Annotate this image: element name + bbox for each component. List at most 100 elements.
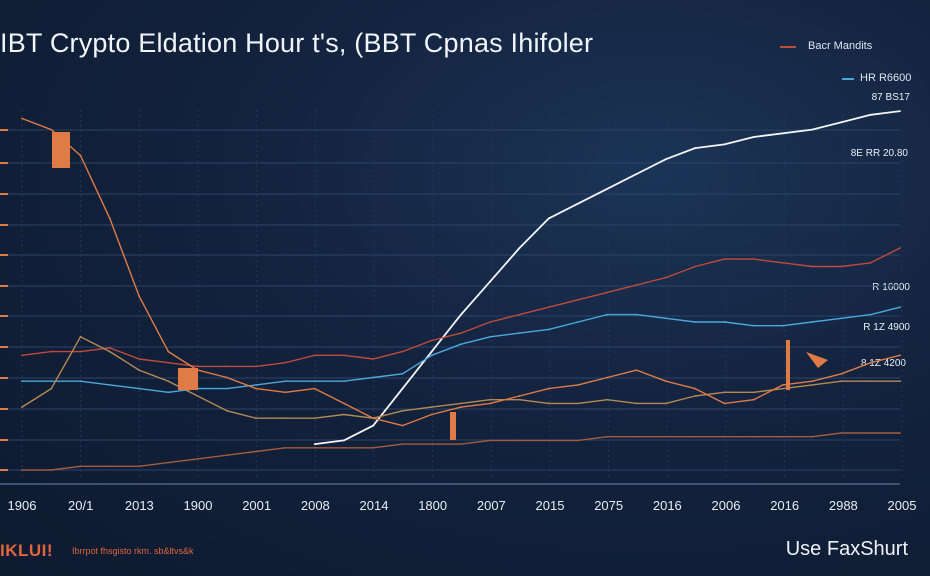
data-point-orange-19 — [577, 384, 579, 386]
data-point-tan-11 — [343, 413, 345, 416]
data-point-orange-5 — [167, 350, 170, 353]
data-point-baseline-13 — [401, 443, 404, 445]
series-line-orange — [21, 117, 901, 427]
data-point-orange-28 — [840, 372, 843, 375]
data-point-tan-3 — [108, 350, 111, 353]
data-point-baseline-26 — [782, 435, 784, 438]
data-point-blue-22 — [665, 317, 667, 320]
footer-brand: Use FaxShurt — [785, 538, 908, 560]
data-point-tan-10 — [313, 417, 316, 420]
data-point-tan-4 — [138, 369, 141, 371]
data-point-tan-19 — [577, 402, 579, 405]
data-point-blue-5 — [167, 391, 170, 394]
data-point-tan-25 — [752, 391, 755, 394]
data-point-baseline-18 — [547, 439, 550, 442]
data-point-red-4 — [138, 358, 141, 360]
data-point-tan-28 — [840, 380, 843, 383]
data-point-white-29 — [869, 113, 872, 116]
data-point-tan-16 — [489, 398, 492, 401]
x-tick-label-8: 2007 — [477, 498, 506, 513]
data-point-baseline-27 — [811, 435, 814, 438]
data-point-white-21 — [635, 173, 638, 175]
data-point-blue-30 — [899, 306, 901, 309]
data-point-tan-18 — [547, 402, 550, 405]
chart-title: IBT Crypto Eldation Hour t's, (BBT Cpnas… — [0, 28, 594, 58]
data-point-orange-7 — [226, 376, 228, 379]
right-value-label-2: 8E RR 20.80 — [850, 148, 908, 159]
data-point-red-30 — [899, 247, 901, 249]
data-point-red-13 — [401, 350, 404, 353]
data-point-red-29 — [869, 261, 872, 264]
data-point-blue-9 — [284, 380, 287, 383]
x-tick-label-12: 2006 — [712, 498, 741, 513]
x-tick-label-5: 2008 — [301, 498, 330, 513]
data-point-blue-3 — [108, 384, 111, 386]
data-point-baseline-16 — [489, 439, 492, 442]
data-point-white-18 — [547, 217, 550, 220]
data-point-white-25 — [752, 136, 755, 138]
data-point-white-30 — [899, 110, 901, 112]
data-point-orange-0 — [21, 117, 23, 120]
data-point-blue-29 — [869, 313, 872, 316]
legend-label-blue: HR R6600 — [860, 72, 912, 84]
data-point-orange-26 — [782, 384, 784, 386]
series-line-red — [21, 247, 901, 368]
data-point-tan-30 — [899, 380, 901, 383]
data-point-blue-8 — [255, 384, 257, 386]
data-point-white-22 — [665, 158, 667, 161]
data-point-orange-30 — [899, 354, 901, 357]
data-point-tan-20 — [606, 398, 609, 401]
data-point-tan-1 — [50, 387, 53, 390]
data-point-blue-28 — [840, 317, 843, 320]
data-point-baseline-1 — [50, 469, 53, 471]
data-point-baseline-3 — [108, 465, 111, 468]
data-point-orange-2 — [79, 154, 82, 157]
data-point-blue-7 — [226, 387, 228, 390]
data-point-orange-8 — [255, 387, 257, 390]
x-tick-label-2: 2013 — [125, 498, 154, 513]
data-point-baseline-9 — [284, 446, 287, 449]
data-point-red-12 — [372, 358, 375, 360]
data-point-white-15 — [460, 313, 462, 316]
data-point-orange-20 — [606, 376, 609, 379]
data-point-blue-20 — [606, 313, 609, 316]
x-tick-label-7: 1800 — [418, 498, 447, 513]
data-point-tan-23 — [694, 395, 696, 397]
data-point-white-23 — [694, 147, 696, 150]
data-point-blue-0 — [21, 380, 23, 383]
data-point-red-8 — [255, 365, 257, 368]
data-point-blue-25 — [752, 324, 755, 327]
data-point-red-20 — [606, 291, 609, 294]
data-point-red-23 — [694, 265, 696, 268]
x-tick-label-3: 1900 — [184, 498, 213, 513]
x-tick-label-14: 2988 — [829, 498, 858, 513]
data-point-tan-5 — [167, 380, 170, 383]
data-point-orange-9 — [284, 391, 287, 394]
right-value-label-3: R 16000 — [872, 282, 910, 293]
data-point-white-17 — [518, 247, 521, 249]
data-point-blue-13 — [401, 372, 404, 375]
data-point-blue-17 — [518, 332, 521, 334]
data-point-white-27 — [811, 128, 814, 131]
x-tick-label-6: 2014 — [360, 498, 389, 513]
data-point-blue-23 — [694, 321, 696, 323]
data-point-white-26 — [782, 132, 784, 135]
data-point-orange-22 — [665, 380, 667, 383]
data-point-tan-8 — [255, 417, 257, 420]
data-point-tan-29 — [869, 380, 872, 383]
data-point-orange-12 — [372, 417, 375, 420]
legend-swatch-red — [780, 46, 796, 48]
series-line-baseline — [22, 432, 900, 471]
data-point-white-12 — [372, 424, 375, 427]
data-point-baseline-5 — [167, 461, 170, 464]
data-point-baseline-28 — [840, 432, 843, 434]
data-point-red-2 — [79, 350, 82, 353]
data-point-red-1 — [50, 350, 53, 353]
data-point-baseline-17 — [518, 439, 521, 442]
x-tick-label-9: 2015 — [536, 498, 565, 513]
data-point-red-10 — [313, 354, 316, 357]
data-point-orange-11 — [343, 402, 345, 405]
data-point-blue-1 — [50, 380, 53, 383]
data-point-red-3 — [108, 347, 111, 349]
